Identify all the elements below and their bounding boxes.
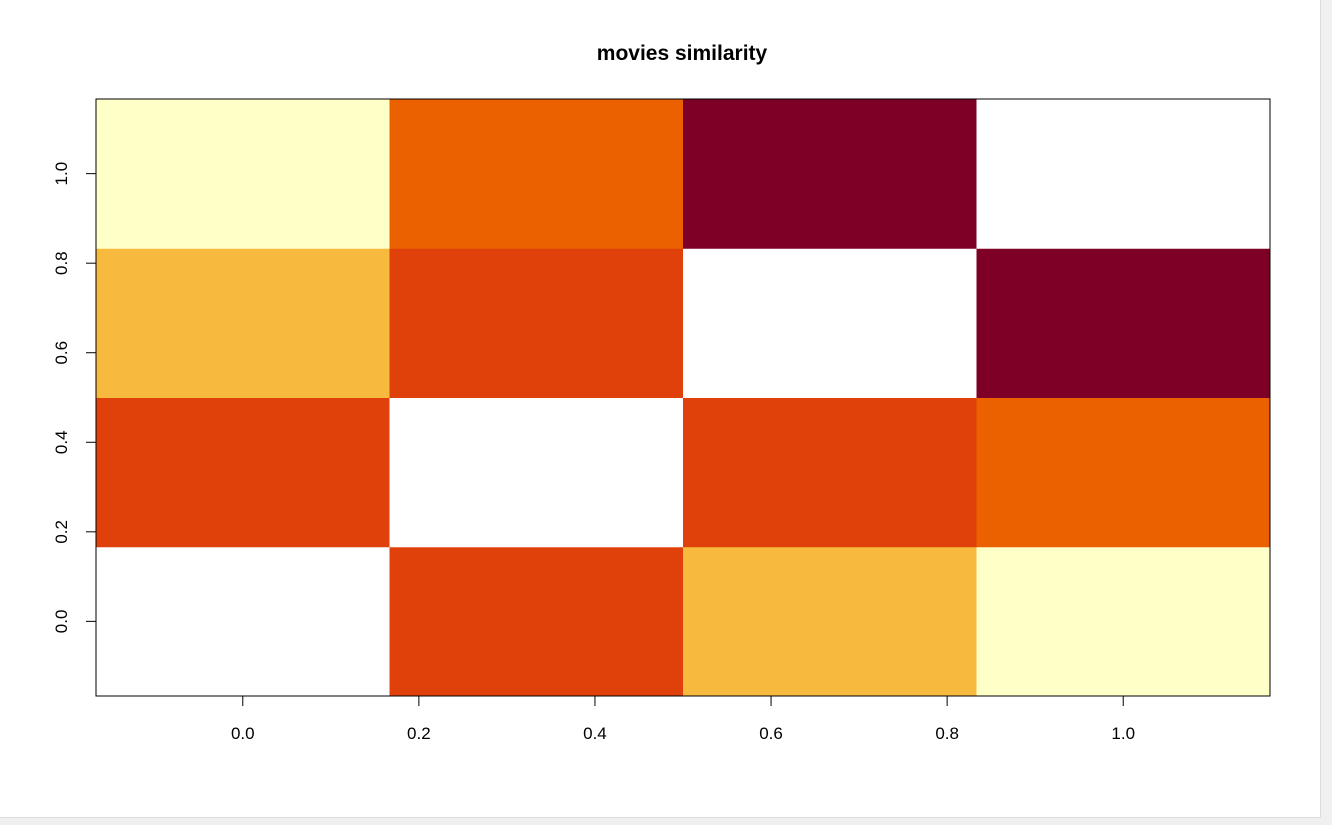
x-axis: 0.0 0.2 0.4 0.6 0.8 1.0 xyxy=(231,695,1135,743)
heatmap-cells xyxy=(96,99,1271,697)
x-tick-label: 1.0 xyxy=(1111,724,1135,743)
heatmap-cell xyxy=(389,546,684,697)
heatmap-cell xyxy=(389,397,684,548)
x-tick-label: 0.4 xyxy=(583,724,607,743)
x-tick-label: 0.0 xyxy=(231,724,255,743)
heatmap-cell xyxy=(976,248,1271,398)
heatmap-cell xyxy=(976,99,1271,249)
y-tick-label: 0.4 xyxy=(52,430,71,454)
y-tick-label: 0.6 xyxy=(52,341,71,365)
heatmap-cell xyxy=(96,397,390,548)
heatmap-cell xyxy=(389,99,684,249)
heatmap-cell xyxy=(976,546,1271,697)
y-tick-label: 0.8 xyxy=(52,251,71,275)
heatmap-cell xyxy=(683,248,977,398)
y-tick-label: 0.2 xyxy=(52,520,71,544)
heatmap-cell xyxy=(96,546,390,697)
y-axis: 0.0 0.2 0.4 0.6 0.8 1.0 xyxy=(52,162,97,634)
y-tick-label: 0.0 xyxy=(52,610,71,634)
heatmap-cell xyxy=(96,99,390,249)
x-tick-label: 0.6 xyxy=(759,724,783,743)
heatmap-cell xyxy=(976,397,1271,548)
x-tick-label: 0.8 xyxy=(935,724,959,743)
y-tick-label: 1.0 xyxy=(52,162,71,186)
x-tick-label: 0.2 xyxy=(407,724,431,743)
heatmap-cell xyxy=(389,248,684,398)
chart-title: movies similarity xyxy=(597,42,768,65)
heatmap-cell xyxy=(683,99,977,249)
heatmap-cell xyxy=(96,248,390,398)
heatmap-cell xyxy=(683,546,977,697)
heatmap-cell xyxy=(683,397,977,548)
